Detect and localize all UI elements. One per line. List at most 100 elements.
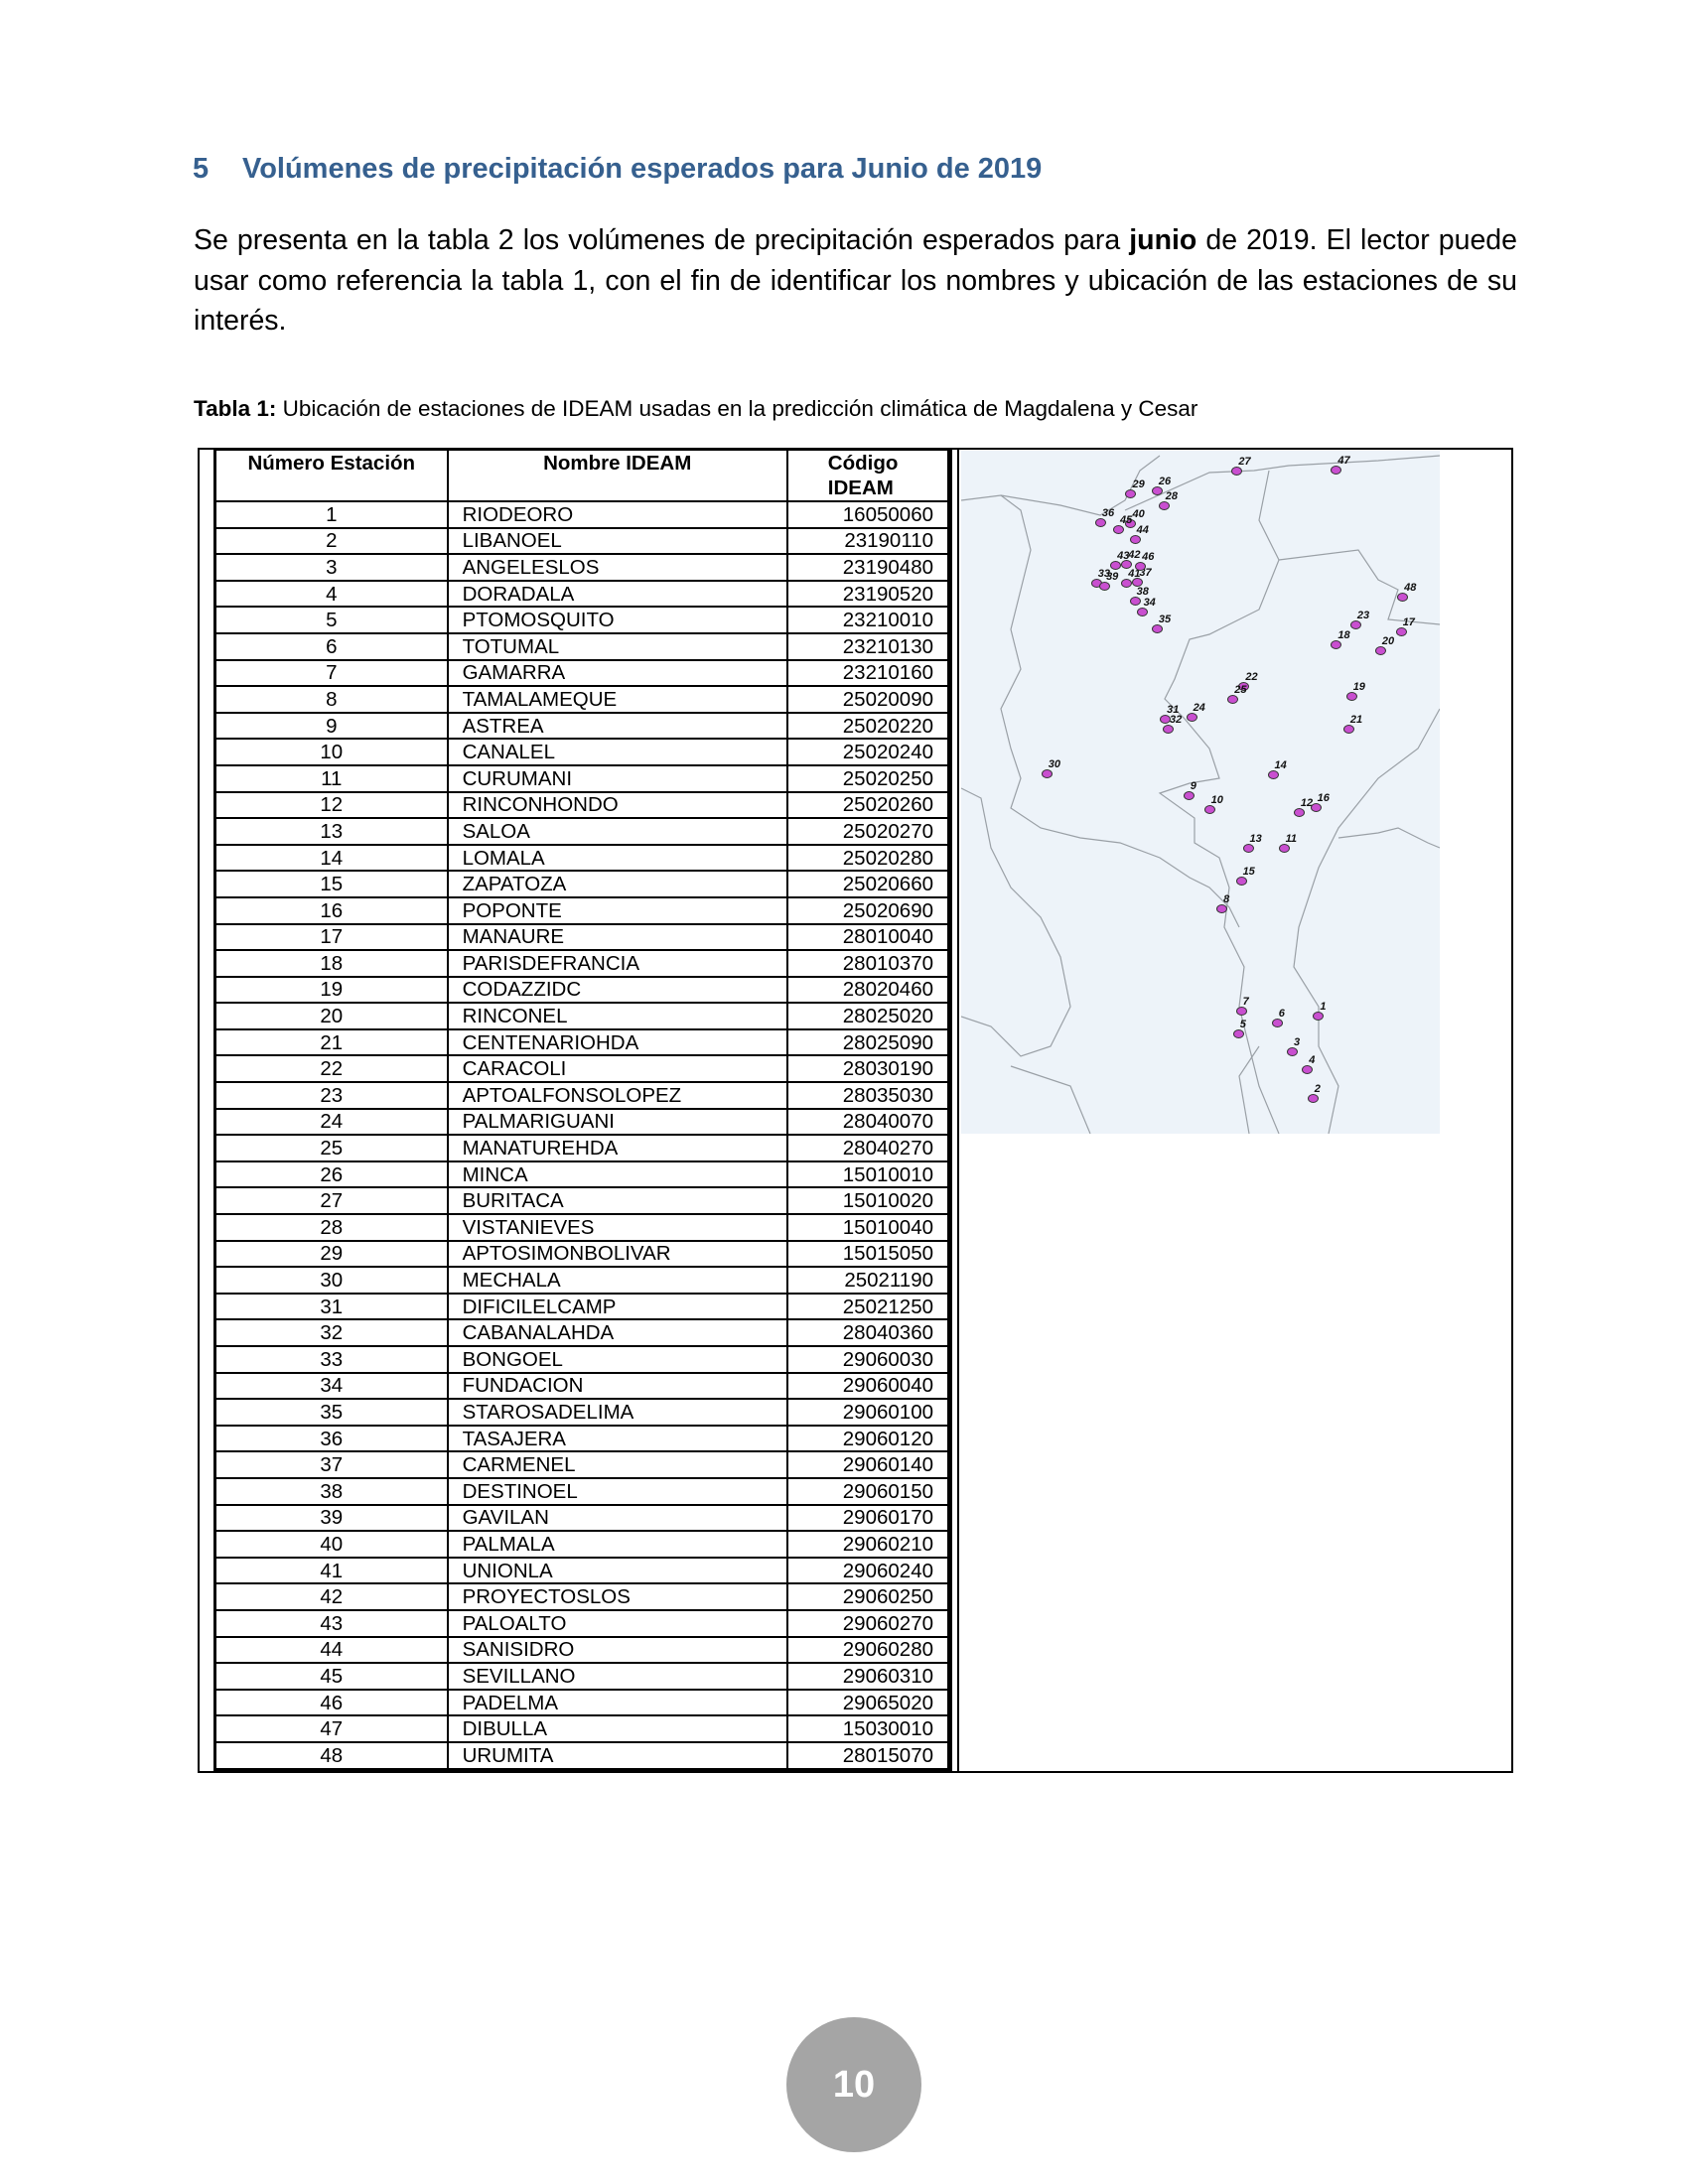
table-row: 36 TASAJERA 29060120 [213,1424,950,1453]
station-code: 15010040 [785,1213,950,1242]
station-marker [1110,560,1122,570]
station-code: 23210160 [785,658,950,688]
station-name: MECHALA [446,1266,788,1295]
station-marker [1125,519,1137,529]
table-row: 25 MANATUREHDA 28040270 [213,1134,950,1162]
station-marker-label: 2 [1314,1083,1321,1096]
station-name: CANALEL [446,738,788,766]
table-row: 31 DIFICILELCAMP 25021250 [213,1292,950,1321]
table-row: 43 PALOALTO 29060270 [213,1608,950,1638]
table-row: 26 MINCA 15010010 [213,1160,950,1189]
station-number: 28 [213,1213,449,1242]
station-number: 37 [213,1450,449,1479]
station-code: 28040070 [785,1107,950,1137]
station-code: 25021190 [785,1266,950,1295]
map-borders [961,455,1440,1134]
station-number: 44 [213,1635,449,1665]
station-code: 29060280 [785,1635,950,1665]
station-name: APTOALFONSOLOPEZ [446,1081,788,1110]
station-code: 25020090 [785,685,950,714]
paragraph-bold: junio [1129,224,1197,256]
station-marker [1395,626,1407,636]
station-marker-label: 32 [1169,714,1183,727]
station-marker [1235,1006,1247,1016]
station-marker-label: 47 [1337,455,1350,468]
table-row: 7 GAMARRA 23210160 [213,658,950,688]
station-number: 11 [213,763,449,793]
station-marker-label: 5 [1239,1019,1246,1031]
station-code: 23210010 [785,606,950,634]
station-number: 22 [213,1054,449,1084]
station-marker [1374,646,1386,656]
table-row: 17 MANAURE 28010040 [213,922,950,952]
station-code: 25020260 [785,790,950,820]
table-row: 44 SANISIDRO 29060280 [213,1635,950,1665]
station-number: 18 [213,949,449,978]
table-row: 34 FUNDACION 29060040 [213,1371,950,1401]
station-name: SEVILLANO [446,1662,788,1691]
station-marker-label: 39 [1106,570,1119,583]
station-name: TASAJERA [446,1424,788,1453]
station-name: CODAZZIDC [446,975,788,1005]
station-number: 39 [213,1503,449,1533]
station-marker-label: 26 [1158,475,1172,487]
station-marker-label: 13 [1249,832,1262,845]
station-number: 34 [213,1371,449,1401]
station-code: 28010040 [785,922,950,952]
station-name: ANGELESLOS [446,553,788,582]
station-marker [1129,534,1141,544]
station-code: 29060270 [785,1608,950,1638]
station-marker [1151,623,1163,633]
station-marker-label: 17 [1402,615,1415,628]
station-marker-label: 4 [1309,1054,1316,1067]
station-number: 33 [213,1345,449,1374]
station-code: 23190520 [785,579,950,609]
station-name: LIBANOEL [446,526,788,556]
station-marker-label: 25 [1234,683,1247,696]
station-number: 15 [213,870,449,898]
station-code: 23210130 [785,631,950,661]
station-marker-label: 40 [1132,508,1145,521]
station-name: CABANALAHDA [446,1318,788,1347]
station-code: 28025020 [785,1002,950,1030]
station-marker [1160,715,1172,725]
station-marker-label: 31 [1167,704,1180,717]
station-name: PROYECTOSLOS [446,1582,788,1611]
station-marker-label: 8 [1223,892,1230,905]
station-number: 6 [213,631,449,661]
station-marker-label: 20 [1381,635,1395,648]
station-marker [1342,725,1354,735]
station-marker [1135,562,1147,572]
stations-map: 1 2 3 4 5 6 7 8 9 10 11 12 13 14 15 16 17 18 19 20 21 22 23 24 2… [961,451,1440,1134]
station-code: 28015070 [785,1740,950,1771]
station-number: 19 [213,975,449,1005]
station-name: SANISIDRO [446,1635,788,1665]
station-name: PALMARIGUANI [446,1107,788,1137]
station-number: 17 [213,922,449,952]
station-code: 29060250 [785,1582,950,1611]
station-name: DORADALA [446,579,788,609]
station-number: 13 [213,817,449,846]
table-row: 3 ANGELESLOS 23190480 [213,553,950,582]
station-name: POPONTE [446,895,788,925]
station-marker [1125,488,1137,498]
station-code: 29060150 [785,1476,950,1506]
header-nombre: Nombre IDEAM [446,448,788,502]
station-code: 28020460 [785,975,950,1005]
station-marker [1129,597,1141,606]
station-marker [1267,770,1279,780]
station-marker [1231,467,1243,477]
table-row: 48 URUMITA 28015070 [213,1740,950,1771]
station-marker [1286,1047,1298,1057]
station-marker-label: 33 [1097,567,1110,580]
station-name: RINCONEL [446,1002,788,1030]
station-code: 29060240 [785,1556,950,1585]
station-number: 31 [213,1292,449,1321]
table-row: 4 DORADALA 23190520 [213,579,950,609]
station-code: 29060120 [785,1424,950,1453]
station-code: 28035030 [785,1081,950,1110]
station-number: 20 [213,1002,449,1030]
station-number: 21 [213,1027,449,1057]
station-code: 29065020 [785,1688,950,1717]
station-name: GAVILAN [446,1503,788,1533]
